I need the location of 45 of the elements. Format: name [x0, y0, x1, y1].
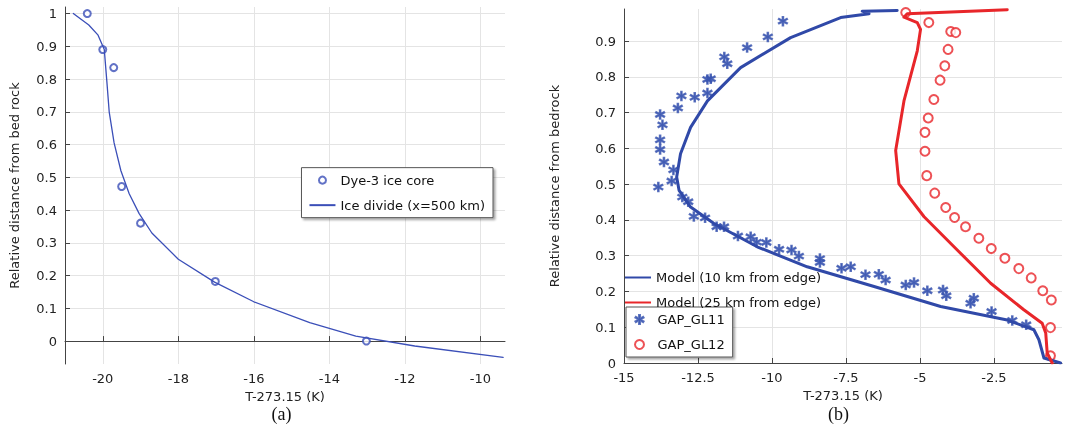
y-tick-label: 0.5 — [36, 169, 57, 185]
y-tick-label: 0.1 — [36, 300, 57, 316]
y-tick-label: 0.1 — [595, 319, 616, 335]
x-tick-label: -12 — [394, 371, 416, 386]
x-tick-label: -16 — [243, 371, 265, 386]
x-tick-label: -5 — [913, 370, 927, 385]
y-axis-title: Relative distance from bedrock — [547, 84, 562, 288]
y-tick-label: 0.7 — [36, 104, 57, 120]
legend-label: Model (25 km from edge) — [656, 295, 822, 310]
x-tick-label: -2.5 — [981, 370, 1007, 385]
y-tick-label: 0.3 — [36, 235, 57, 251]
text: (b) — [828, 404, 849, 425]
y-tick-label: 0.8 — [595, 69, 616, 85]
x-tick-label: -7.5 — [833, 370, 859, 385]
x-tick-label: -10 — [761, 370, 783, 385]
text: (a) — [271, 404, 292, 425]
y-tick-label: 0.7 — [595, 105, 616, 121]
y-tick-label: 0.4 — [595, 212, 616, 228]
legend-label: Model (10 km from edge) — [656, 270, 822, 285]
x-tick-label: -18 — [167, 371, 189, 386]
legend-label: Ice divide (x=500 km) — [340, 197, 485, 213]
y-tick-label: 0 — [607, 355, 616, 371]
y-tick-label: 0.4 — [36, 202, 57, 218]
y-tick-label: 0 — [48, 333, 57, 349]
y-tick-label: 0.8 — [36, 71, 57, 87]
x-tick-label: -12.5 — [681, 370, 715, 385]
y-tick-label: 0.9 — [36, 38, 57, 54]
y-tick-label: 1 — [48, 6, 57, 22]
y-tick-label: 0.2 — [595, 283, 616, 299]
x-tick-label: -15 — [613, 370, 635, 385]
x-tick-label: -14 — [318, 371, 340, 386]
x-tick-label: -20 — [92, 371, 114, 386]
y-tick-label: 0.9 — [595, 33, 616, 49]
y-tick-label: 0.2 — [36, 268, 57, 284]
legend-label: Dye-3 ice core — [340, 172, 435, 188]
y-axis-title: Relative distance from bed rock — [7, 81, 22, 289]
y-tick-label: 0.5 — [595, 176, 616, 192]
legend-label: GAP_GL12 — [657, 337, 725, 352]
x-axis-title: T-273.15 (K) — [802, 387, 883, 403]
x-axis-title: T-273.15 (K) — [244, 388, 325, 404]
y-tick-label: 0.3 — [595, 248, 616, 264]
x-tick-label: -10 — [469, 371, 492, 386]
y-tick-label: 0.6 — [36, 137, 57, 153]
legend-label: GAP_GL11 — [657, 312, 725, 327]
y-tick-label: 0.6 — [595, 140, 616, 156]
